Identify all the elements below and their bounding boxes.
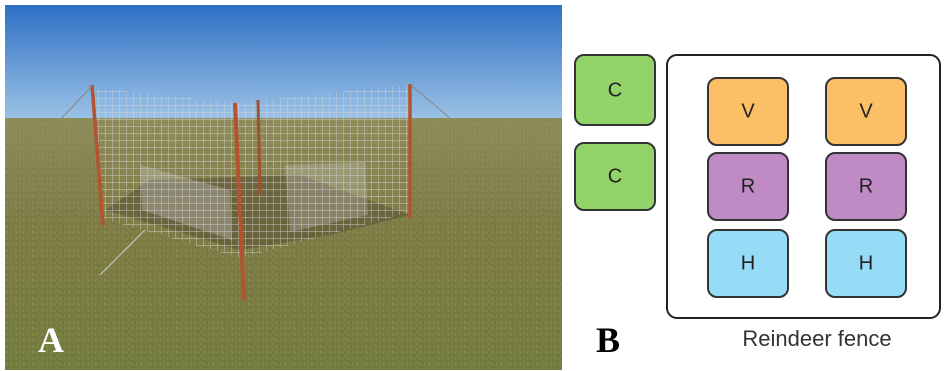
plot-label: C	[608, 165, 622, 187]
plot-label: V	[859, 100, 873, 122]
pole	[258, 100, 260, 195]
plot-label: H	[741, 252, 755, 274]
plot-label: H	[859, 252, 873, 274]
diagram: C C V V R R H H Reindeer fence B	[575, 55, 940, 360]
fence-label: Reindeer fence	[742, 326, 891, 351]
plot-label: V	[741, 100, 755, 122]
photo: A	[5, 5, 562, 370]
figure: A C C V V R R H H Reindeer fence B	[0, 0, 944, 371]
panel-label: A	[38, 320, 64, 360]
plot-label: C	[608, 79, 622, 101]
plot-label: R	[741, 175, 755, 197]
panel-label: B	[596, 320, 620, 360]
plot-label: R	[859, 175, 873, 197]
